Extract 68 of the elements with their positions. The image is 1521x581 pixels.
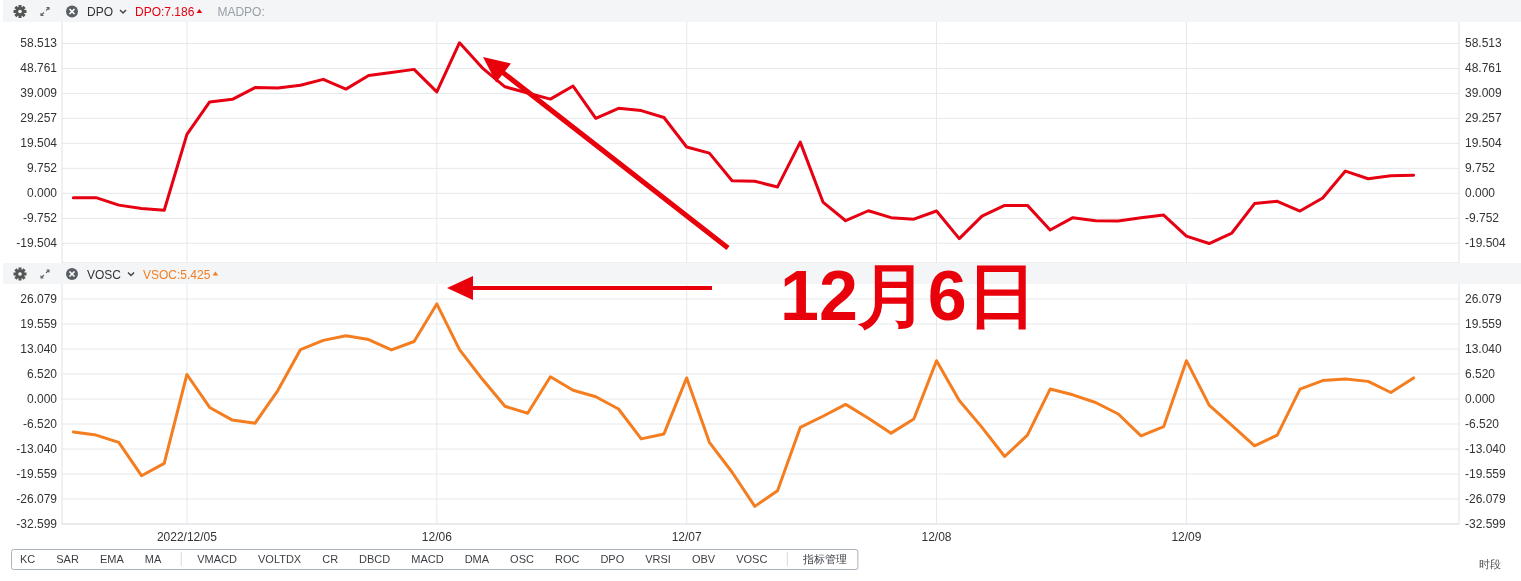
category-label: MA — [144, 553, 162, 565]
y-tick-label: -9.752 — [22, 211, 58, 226]
x-tick-label: 12/09 — [1171, 530, 1202, 544]
text: MADPO: — [217, 5, 265, 19]
y2-tick-label: -32.599 — [1465, 517, 1507, 531]
category-label: 指标管理 — [802, 553, 848, 565]
y-tick-label: 29.257 — [20, 111, 58, 126]
y-tick-label: -26.079 — [16, 492, 58, 506]
category-label: SAR — [56, 553, 79, 565]
category-label: ROC — [554, 553, 580, 565]
y2-tick-label: -19.559 — [1465, 467, 1507, 482]
y-tick-label: 0.000 — [26, 392, 58, 407]
y-tick-label: 19.559 — [20, 317, 58, 332]
line-series — [71, 41, 1416, 246]
x-tick-label: 12/07 — [671, 530, 703, 544]
y2-tick-label: 0.000 — [1465, 186, 1496, 201]
y2-tick-label: 19.504 — [1465, 136, 1503, 151]
x-tick-label: 12/08 — [921, 530, 952, 544]
y2-tick-label: 9.752 — [1465, 161, 1496, 176]
y2-tick-label: 58.513 — [1465, 36, 1503, 51]
y-tick-label: 0.000 — [26, 186, 58, 201]
x-tick-label: 2022/12/05 — [156, 530, 218, 544]
category-label: VRSI — [645, 553, 671, 565]
category-label: OBV — [691, 553, 716, 565]
y-tick-label: 9.752 — [26, 161, 58, 176]
y2-tick-label: -6.520 — [1465, 417, 1500, 432]
y2-tick-label: 6.520 — [1465, 367, 1496, 382]
y2-tick-label: 13.040 — [1465, 342, 1503, 357]
text: VSOC:5.425 — [143, 267, 211, 282]
y2-tick-label: 0.000 — [1465, 392, 1496, 407]
y-tick-label: 19.504 — [20, 136, 58, 151]
y2-tick-label: 48.761 — [1465, 61, 1503, 76]
y-tick-label: 58.513 — [20, 36, 58, 51]
y-tick-label: 48.761 — [20, 61, 58, 76]
y2-tick-label: -19.504 — [1465, 236, 1507, 251]
x-tick-label: 12/06 — [421, 530, 453, 544]
chart-title: DPO — [87, 5, 114, 19]
chart-title: VOSC — [87, 267, 122, 282]
y2-tick-label: 26.079 — [1465, 292, 1503, 307]
category-label: VOLTDX — [257, 553, 302, 565]
category-label: OSC — [510, 553, 534, 565]
y-tick-label: 26.079 — [20, 292, 58, 307]
y-tick-label: -32.599 — [16, 517, 58, 531]
y2-tick-label: -9.752 — [1465, 211, 1500, 226]
y-tick-label: 6.520 — [26, 367, 58, 382]
y-tick-label: -6.520 — [22, 417, 58, 432]
category-label: MACD — [411, 553, 444, 565]
category-label: DBCD — [359, 553, 391, 565]
category-label: KC — [20, 553, 36, 565]
category-label: EMA — [99, 553, 125, 565]
y-tick-label: -19.504 — [16, 236, 58, 251]
y-tick-label: -13.040 — [16, 442, 58, 457]
y2-tick-label: -26.079 — [1465, 492, 1507, 506]
category-label: DPO — [600, 553, 625, 565]
category-label: DMA — [464, 553, 490, 565]
text: DPO:7.186 — [135, 5, 195, 19]
y2-tick-label: -13.040 — [1465, 442, 1507, 457]
y2-tick-label: 19.559 — [1465, 317, 1503, 332]
annotation: 12月6日 — [780, 257, 1037, 335]
category-label: VMACD — [197, 553, 238, 565]
category-label: VOSC — [736, 553, 768, 565]
y-tick-label: -19.559 — [16, 467, 58, 482]
y2-tick-label: 39.009 — [1465, 86, 1503, 101]
y2-tick-label: 29.257 — [1465, 111, 1503, 126]
y-tick-label: 39.009 — [20, 86, 58, 101]
text: 时段 — [1479, 558, 1501, 570]
y-tick-label: 13.040 — [20, 342, 58, 357]
category-label: CR — [322, 553, 339, 565]
